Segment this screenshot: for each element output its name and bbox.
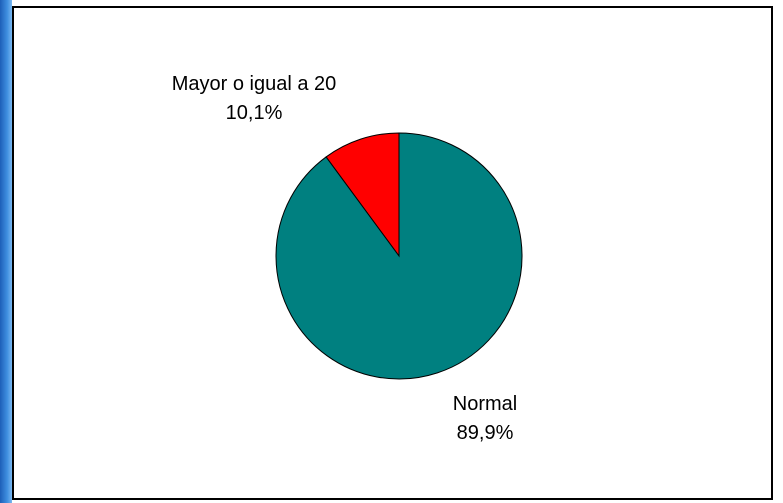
- slice-label-mayor-percent: 10,1%: [134, 99, 374, 128]
- pie-slices: [276, 133, 522, 379]
- slice-label-normal-name: Normal: [400, 390, 570, 419]
- pie-slice-1: [276, 133, 522, 379]
- slice-label-mayor-name: Mayor o igual a 20: [134, 70, 374, 99]
- slice-label-normal-percent: 89,9%: [400, 419, 570, 448]
- slice-label-mayor: Mayor o igual a 20 10,1%: [134, 70, 374, 128]
- slice-label-normal: Normal 89,9%: [400, 390, 570, 448]
